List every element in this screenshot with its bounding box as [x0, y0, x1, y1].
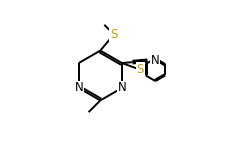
Text: N: N [118, 81, 126, 95]
Text: N: N [150, 54, 159, 67]
Text: S: S [137, 63, 144, 76]
Text: S: S [110, 28, 118, 41]
Text: N: N [74, 81, 83, 95]
